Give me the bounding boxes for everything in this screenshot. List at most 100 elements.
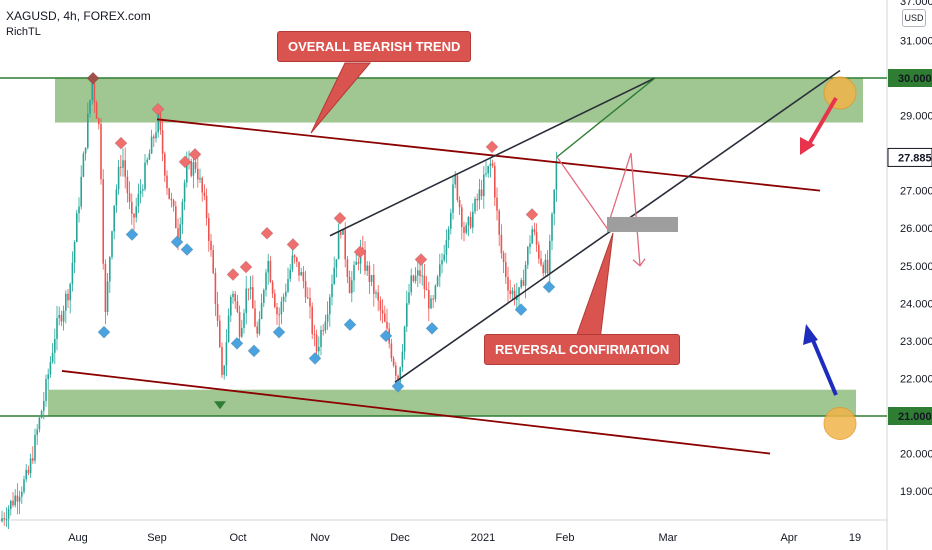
candle-body [128,193,131,202]
candle-body [1,518,3,522]
time-tick-label[interactable]: 2021 [471,532,495,544]
candle-body [395,365,397,376]
candle-body [304,281,307,298]
price-tick-label[interactable]: 20.000 [900,449,932,461]
price-label-bg-2 [888,407,932,425]
candle-body [553,189,555,214]
candle-body [5,518,8,520]
trendline-channel_top [329,77,656,237]
candle-body [340,232,342,235]
candle-body [227,315,230,343]
candle-body [335,259,338,268]
trendline-lower [61,370,771,455]
candle-body [326,314,329,322]
price-tick-label[interactable]: 27.000 [900,186,932,198]
candle-body [344,229,346,260]
candle-body [54,338,56,353]
candle-body [71,262,74,284]
candle-body [10,500,12,509]
candle-body [7,508,10,519]
candle-body [348,277,351,294]
time-tick-label[interactable]: Nov [310,532,330,544]
candle-body [443,254,445,261]
price-label-bg-1 [887,147,932,167]
candle-body [199,178,201,180]
candle-body [524,264,527,286]
candle-body [487,166,489,174]
candle-body [298,261,300,276]
candle-body [126,176,129,194]
candle-body [491,163,494,166]
pivot-high-marker [414,252,428,267]
candle-body [170,198,173,201]
price-tick-label[interactable]: 24.000 [900,298,932,310]
candle-body [166,175,168,189]
candle-body [208,218,210,241]
candle-body [476,198,478,201]
symbol-title[interactable]: XAGUSD, 4h, FOREX.com [6,9,151,23]
candle-body [502,253,505,262]
candle-body [309,297,311,307]
currency-badge[interactable]: USD [902,9,926,27]
candle-body [38,417,41,430]
pivot-low-marker [425,321,439,336]
candle-body [131,201,133,214]
candle-body [500,234,503,254]
candle-body [392,358,395,366]
price-tick-label[interactable]: 29.000 [900,111,932,123]
candle-body [302,272,305,282]
indicator-label[interactable]: RichTL [6,26,41,38]
candle-body [157,113,159,133]
time-tick-label[interactable]: 19 [849,532,861,544]
candle-body [280,301,283,315]
trendline-zone_green_line [556,77,656,158]
candle-body [34,434,36,461]
candle-body [410,275,412,293]
candle-body [401,351,404,368]
pivot-high-marker [151,102,165,117]
price-tick-label[interactable]: 23.000 [900,336,932,348]
price-tick-label[interactable]: 19.000 [900,486,932,498]
pivot-low-marker [125,227,139,242]
candle-body [27,469,30,474]
price-tick-label[interactable]: 22.000 [900,373,932,385]
price-tick-label[interactable]: 31.000 [900,35,932,47]
candle-body [333,267,335,284]
candle-body [522,280,525,286]
time-tick-label[interactable]: Apr [780,532,797,544]
time-tick-label[interactable]: Aug [68,532,88,544]
candle-body [540,258,542,265]
time-tick-label[interactable]: Feb [556,532,575,544]
time-tick-label[interactable]: Mar [659,532,678,544]
price-highlight-label-0: 30.000 [898,73,932,85]
candle-body [106,281,109,312]
candle-body [355,261,357,265]
candle-body [414,275,417,282]
candle-body [247,288,250,290]
pivot-low-marker [97,325,111,339]
candle-body [551,213,553,241]
price-tick-label[interactable]: 25.000 [900,261,932,273]
candle-body [362,247,364,250]
candle-body [148,153,151,160]
candle-body [441,260,443,265]
candle-body [458,199,461,208]
candle-body [111,231,113,258]
price-tick-label[interactable]: 26.000 [900,223,932,235]
time-tick-label[interactable]: Sep [147,532,167,544]
candle-body [102,179,104,264]
candle-body [287,279,289,292]
candle-body [498,210,500,235]
time-tick-label[interactable]: Dec [390,532,410,544]
candle-body [181,201,184,225]
candle-body [205,195,208,219]
support-zone [48,389,856,416]
candle-body [115,189,118,206]
price-tick-label[interactable]: 37.0000 [900,0,932,8]
candle-body [238,311,241,337]
candle-body [513,290,516,300]
time-tick-label[interactable]: Oct [229,532,246,544]
candle-body [538,244,540,259]
candle-body [469,217,472,228]
